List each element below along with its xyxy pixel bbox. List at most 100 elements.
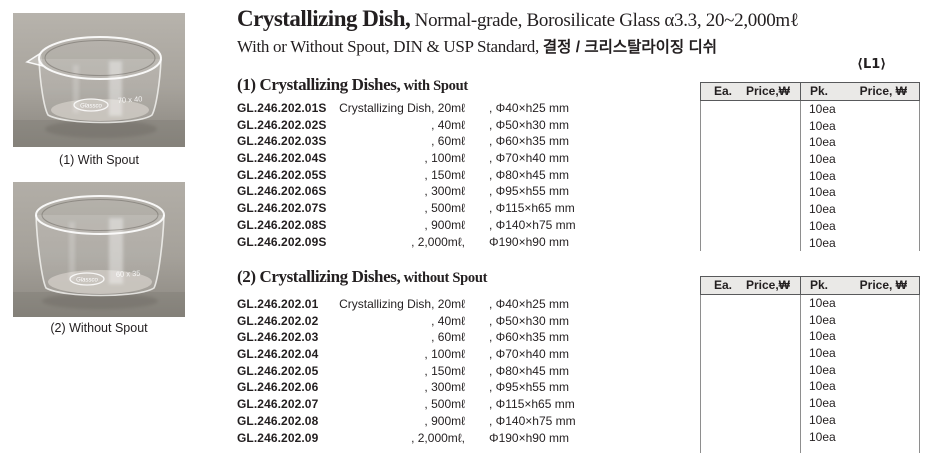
section-heading-with-spout: (1) Crystallizing Dishes, with Spout: [237, 75, 468, 95]
page-code-tag: ⟨L1⟩: [857, 57, 887, 72]
glassco-logo-text: Glassco: [76, 278, 98, 284]
ea-price-cell: [701, 101, 800, 118]
dimensions: Φ190×h90 mm: [489, 234, 569, 249]
product-row: GL.246.202.09S , 2,000mℓ, Φ190×h90 mm: [237, 234, 657, 251]
title-line-1: Crystallizing Dish, Normal-grade, Borosi…: [237, 5, 799, 35]
catalog-number: GL.246.202.02S: [237, 117, 327, 132]
capacity: , 2,000mℓ,: [411, 234, 465, 249]
product-row: GL.246.202.08S , 900mℓ , Φ140×h75 mm: [237, 217, 657, 234]
glassco-logo-text: Glassco: [80, 104, 102, 110]
product-row: GL.246.202.03 , 60mℓ , Φ60×h35 mm: [237, 329, 657, 346]
catalog-number: GL.246.202.01S: [237, 101, 327, 115]
dimensions: , Φ140×h75 mm: [489, 413, 576, 428]
dimensions: , Φ60×h35 mm: [489, 134, 569, 149]
pk-qty-cell: 10ea: [809, 396, 836, 411]
ea-price-cell: [701, 218, 800, 235]
capacity-marking: 60 x 35: [116, 269, 141, 279]
pk-qty-cell: 10ea: [809, 296, 836, 310]
dish-rim-inner: [41, 199, 159, 231]
title-line-2: With or Without Spout, DIN & USP Standar…: [237, 35, 799, 59]
dimensions: , Φ80×h45 mm: [489, 167, 569, 182]
dish-reflection: [45, 120, 157, 138]
product-row: GL.246.202.01S Crystallizing Dish, 20mℓ , …: [237, 100, 657, 117]
catalog-number: GL.246.202.08: [237, 413, 319, 428]
pk-qty-cell: 10ea: [809, 329, 836, 344]
capacity: , 900mℓ: [424, 413, 465, 428]
price-row: 10ea: [701, 295, 919, 312]
pk-qty-cell: 10ea: [809, 118, 836, 133]
dimensions: , Φ115×h65 mm: [489, 201, 575, 216]
product-row: GL.246.202.06 , 300mℓ , Φ95×h55 mm: [237, 379, 657, 396]
pk-label: Pk.: [810, 278, 829, 292]
product-row: GL.246.202.08 , 900mℓ , Φ140×h75 mm: [237, 413, 657, 430]
ea-price-cell: [701, 201, 800, 218]
dish-without-spout-photo: Glassco 60 x 35: [13, 182, 185, 317]
dimensions: , Φ80×h45 mm: [489, 363, 569, 378]
product-row: GL.246.202.02 , 40mℓ , Φ50×h30 mm: [237, 313, 657, 330]
pk-qty-cell: 10ea: [809, 362, 836, 377]
price-row: 10ea: [701, 184, 919, 201]
catalog-number: GL.246.202.05S: [237, 167, 327, 182]
price-row: 10ea: [701, 328, 919, 345]
catalog-number: GL.246.202.07S: [237, 201, 327, 216]
catalog-number: GL.246.202.09S: [237, 234, 327, 249]
pk-price-label: Price, ₩: [859, 84, 907, 98]
section-heading-suffix: with Spout: [400, 78, 469, 94]
dimensions: , Φ140×h75 mm: [489, 217, 576, 232]
photo-caption-with-spout: (1) With Spout: [59, 153, 139, 167]
dimensions: , Φ60×h35 mm: [489, 330, 569, 345]
ea-price-cell: [701, 184, 800, 201]
glassco-logo-oval: [69, 272, 105, 286]
price-row: 10ea: [701, 345, 919, 362]
dimensions: , Φ95×h55 mm: [489, 380, 569, 395]
product-name: Crystallizing Dish,: [237, 6, 411, 31]
price-row: 10ea: [701, 201, 919, 218]
price-table-header: Ea. Price,₩ Pk. Price, ₩: [700, 82, 920, 101]
price-table-body: 10ea 10ea 10ea 10ea 10ea 10ea 10ea 10ea 10ea: [700, 101, 920, 251]
product-table-with-spout: GL.246.202.01S Crystallizing Dish, 20mℓ , …: [237, 100, 657, 250]
ea-price-cell: [701, 362, 800, 379]
price-row: 10ea: [701, 118, 919, 135]
product-name-korean: 결정 / 크리스탈라이징 디쉬: [542, 39, 717, 56]
photo-caption-without-spout: (2) Without Spout: [50, 321, 148, 335]
dish-rim-inner: [44, 40, 156, 76]
dimensions: , Φ40×h25 mm: [489, 297, 569, 311]
capacity: , 150mℓ: [424, 167, 465, 182]
pk-qty-cell: 10ea: [809, 218, 836, 233]
dish-with-spout-illustration: Glassco 70 x 40: [13, 13, 185, 147]
price-row: 10ea: [701, 312, 919, 329]
price-row: 10ea: [701, 362, 919, 379]
page-title: Crystallizing Dish, Normal-grade, Borosi…: [237, 5, 799, 59]
product-row: GL.246.202.05 , 150mℓ , Φ80×h45 mm: [237, 363, 657, 380]
product-row: GL.246.202.02S , 40mℓ , Φ50×h30 mm: [237, 117, 657, 134]
product-standard: With or Without Spout, DIN & USP Standar…: [237, 37, 543, 56]
capacity: , 300mℓ: [424, 380, 465, 395]
catalog-number: GL.246.202.05: [237, 363, 319, 378]
glass-highlight-2: [69, 222, 75, 280]
ea-price-cell: [701, 168, 800, 185]
section-heading-suffix: without Spout: [400, 270, 488, 286]
ea-price-cell: [701, 134, 800, 151]
capacity: Crystallizing Dish, 20mℓ: [339, 297, 465, 311]
capacity: , 2,000mℓ,: [411, 430, 465, 445]
price-table-with-spout: Ea. Price,₩ Pk. Price, ₩ 10ea 10ea 10ea 10e…: [700, 82, 920, 251]
catalog-number: GL.246.202.09: [237, 430, 319, 445]
product-row: GL.246.202.04 , 100mℓ , Φ70×h40 mm: [237, 346, 657, 363]
product-row: GL.246.202.07 , 500mℓ , Φ115×h65 mm: [237, 396, 657, 413]
dimensions: , Φ40×h25 mm: [489, 101, 569, 115]
product-spec: Normal-grade, Borosilicate Glass α3.3, 2…: [410, 10, 799, 31]
capacity: , 150mℓ: [424, 363, 465, 378]
catalog-number: GL.246.202.04S: [237, 151, 327, 166]
pack-price-header-group: Pk. Price, ₩: [800, 277, 919, 294]
capacity: , 500mℓ: [424, 397, 465, 412]
catalog-number: GL.246.202.06S: [237, 184, 327, 199]
capacity: , 40mℓ: [431, 313, 465, 328]
product-table-without-spout: GL.246.202.01 Crystallizing Dish, 20mℓ , Φ…: [237, 296, 657, 446]
pk-qty-cell: 10ea: [809, 379, 836, 394]
each-price-header-group: Ea. Price,₩: [701, 277, 800, 294]
price-row: 10ea: [701, 395, 919, 412]
ea-price-label: Price,₩: [745, 84, 790, 98]
capacity: , 900mℓ: [424, 217, 465, 232]
ea-label: Ea.: [714, 278, 733, 292]
